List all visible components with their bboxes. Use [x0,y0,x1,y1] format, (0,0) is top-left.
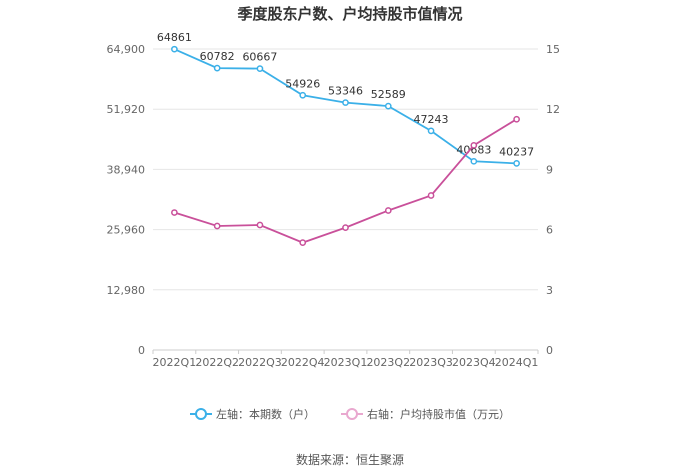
legend-label-avg-value: 右轴：户均持股市值（万元） [367,408,510,421]
legend-label-households: 左轴：本期数（户） [216,408,315,421]
y-left-tick-label: 64,900 [107,43,146,56]
legend-swatch-avg-value [341,408,363,420]
legend-item-households[interactable]: 左轴：本期数（户） [190,406,315,422]
data-label: 52589 [371,88,406,101]
legend-item-avg-value[interactable]: 右轴：户均持股市值（万元） [341,406,510,422]
data-point [470,141,478,149]
x-tick-label: 2022Q3 [238,356,282,369]
data-point [384,207,392,214]
data-point [342,224,349,231]
x-tick-label: 2023Q4 [452,356,496,369]
data-label: 40683 [456,143,491,156]
data-point [213,64,221,72]
x-tick-label: 2022Q2 [195,356,239,369]
legend-swatch-households [190,408,212,420]
data-point [470,157,478,165]
data-point [513,115,520,123]
data-point [171,209,178,216]
y-left-tick-label: 0 [138,344,145,357]
data-point [299,239,307,246]
data-point [427,192,435,199]
data-point [171,45,178,53]
y-left-tick-label: 12,980 [107,284,146,297]
y-right-tick-label: 9 [546,163,553,176]
data-label: 47243 [414,113,449,126]
data-point [213,222,221,230]
source-note: 数据来源：恒生聚源 [295,453,404,467]
data-point [256,221,264,229]
x-tick-label: 2024Q1 [495,356,539,369]
x-tick-label: 2022Q4 [281,356,325,369]
y-right-tick-label: 6 [546,224,553,237]
y-right-tick-label: 15 [546,43,560,56]
data-point [299,91,307,99]
series-line-avg-value [174,118,518,244]
data-label: 40237 [499,145,534,158]
data-point [256,65,264,72]
data-label: 60667 [242,51,277,64]
y-left-tick-label: 38,940 [107,163,146,176]
data-label: 60782 [200,50,235,63]
y-left-tick-label: 25,960 [107,224,146,237]
x-tick-label: 2023Q1 [324,356,368,369]
x-tick-label: 2023Q3 [409,356,453,369]
y-right-tick-label: 12 [546,103,560,116]
y-right-tick-label: 3 [546,284,553,297]
legend: 左轴：本期数（户） 右轴：户均持股市值（万元） [0,406,700,422]
chart-title: 季度股东户数、户均持股市值情况 [237,5,463,23]
data-point [342,99,349,106]
data-point [513,160,520,167]
data-label: 64861 [157,31,192,44]
data-point [384,102,392,110]
x-tick-label: 2023Q2 [366,356,410,369]
data-label: 53346 [328,85,363,98]
x-tick-label: 2022Q1 [153,356,197,369]
y-right-tick-label: 0 [546,344,553,357]
data-point [427,127,435,135]
y-left-tick-label: 51,920 [107,103,146,116]
data-label: 54926 [285,77,320,90]
